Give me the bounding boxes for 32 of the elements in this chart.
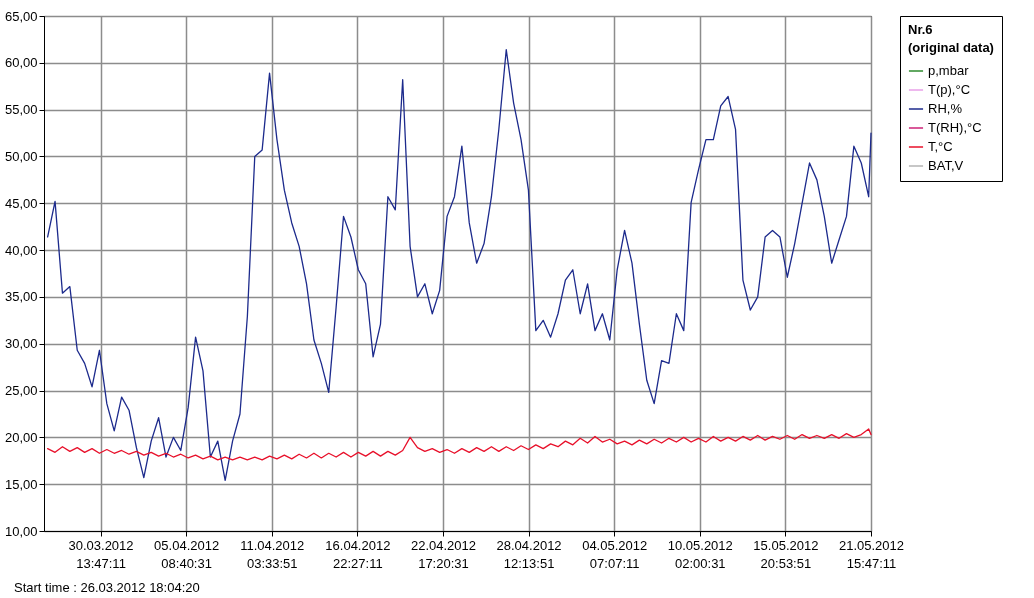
x-tick-label: 15.05.2012 20:53:51 (753, 537, 819, 571)
y-tick-label: 30,00 (4, 336, 38, 352)
y-tick-label: 40,00 (4, 242, 38, 258)
legend-label: T(p),°C (928, 82, 971, 97)
x-tick-label: 10.05.2012 02:00:31 (667, 537, 733, 571)
text: Start time : 26.03.2012 18:04:20 (14, 580, 200, 595)
legend-title: Nr.6 (original data) (908, 22, 994, 55)
x-tick-label: 05.04.2012 08:40:31 (154, 537, 220, 571)
x-tick-label: 16.04.2012 22:27:11 (325, 537, 391, 571)
legend-label: RH,% (928, 101, 963, 116)
y-tick-label: 65,00 (4, 8, 38, 24)
y-tick-label: 55,00 (4, 102, 38, 118)
legend-label: T(RH),°C (928, 120, 982, 135)
x-tick-label: 11.04.2012 03:33:51 (240, 537, 305, 571)
y-tick-label: 50,00 (4, 148, 38, 164)
legend-label: p,mbar (928, 63, 970, 78)
y-tick-label: 60,00 (4, 55, 38, 71)
y-tick-label: 45,00 (4, 195, 38, 211)
x-tick-label: 21.05.2012 15:47:11 (838, 537, 905, 571)
line-series (47, 49, 872, 482)
legend-label: T,°C (928, 139, 953, 154)
y-tick-label: 15,00 (4, 476, 38, 492)
y-tick-label: 10,00 (4, 523, 38, 539)
x-tick-label: 30.03.2012 13:47:11 (68, 537, 134, 571)
line-series (47, 428, 872, 461)
x-tick-label: 28.04.2012 12:13:51 (496, 537, 562, 571)
y-tick-label: 20,00 (4, 429, 38, 445)
x-tick-label: 22.04.2012 17:20:31 (410, 537, 476, 571)
y-tick-label: 35,00 (4, 289, 38, 305)
y-tick-label: 25,00 (4, 383, 38, 399)
x-tick-label: 04.05.2012 07:07:11 (582, 537, 648, 571)
legend-label: BAT,V (928, 158, 964, 173)
